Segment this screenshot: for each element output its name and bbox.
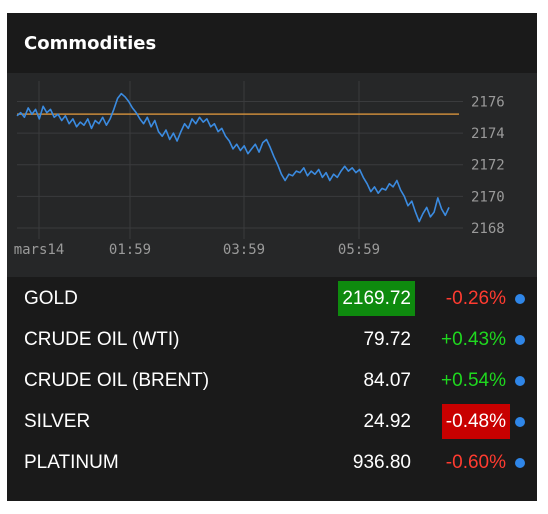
commodity-price: 936.80 <box>352 452 411 473</box>
commodity-name: GOLD <box>24 288 78 309</box>
commodity-name: CRUDE OIL (BRENT) <box>24 370 210 391</box>
commodity-row-crude-oil-brent[interactable]: CRUDE OIL (BRENT) 84.07 +0.54% <box>7 363 537 404</box>
status-dot-icon <box>515 294 525 304</box>
widget-header: Commodities <box>7 13 537 73</box>
commodity-row-platinum[interactable]: PLATINUM 936.80 -0.60% <box>7 445 537 486</box>
commodity-change: +0.43% <box>441 329 506 350</box>
y-tick-label: 2172 <box>471 158 505 174</box>
chart-svg: 2176 2174 2172 2170 2168 mars14 01:59 03:59 05:5… <box>14 81 505 258</box>
commodity-change: -0.60% <box>445 452 506 473</box>
commodity-price: 84.07 <box>363 370 411 391</box>
widget-title: Commodities <box>24 32 157 54</box>
status-dot-icon <box>515 335 525 345</box>
y-tick-label: 2170 <box>471 189 505 205</box>
price-series-line <box>16 92 450 223</box>
x-tick-label: 01:59 <box>109 242 151 258</box>
price-chart[interactable]: 2176 2174 2172 2170 2168 mars14 01:59 03:59 05:5… <box>7 73 537 277</box>
status-dot-icon <box>515 376 525 386</box>
commodity-name: PLATINUM <box>24 452 119 473</box>
y-tick-label: 2174 <box>471 126 505 142</box>
commodity-price: 24.92 <box>363 411 411 432</box>
x-tick-label: mars14 <box>14 242 65 258</box>
commodity-row-gold[interactable]: GOLD 2169.72 -0.26% <box>7 281 537 322</box>
commodity-change: +0.54% <box>441 370 506 391</box>
commodity-row-silver[interactable]: SILVER 24.92 -0.48% <box>7 404 537 445</box>
status-dot-icon <box>515 458 525 468</box>
commodity-price: 2169.72 <box>338 281 415 316</box>
commodity-row-crude-oil-wti[interactable]: CRUDE OIL (WTI) 79.72 +0.43% <box>7 322 537 363</box>
status-dot-icon <box>515 417 525 427</box>
x-tick-label: 05:59 <box>338 242 380 258</box>
y-tick-label: 2168 <box>471 221 505 237</box>
commodity-list: GOLD 2169.72 -0.26% CRUDE OIL (WTI) 79.7… <box>7 281 537 486</box>
y-tick-label: 2176 <box>471 95 505 111</box>
commodity-change: -0.26% <box>445 288 506 309</box>
commodities-widget: Commodities 2176 2174 2172 2170 2168 mars14 01… <box>7 13 537 501</box>
commodity-change: -0.48% <box>441 404 510 439</box>
x-tick-label: 03:59 <box>223 242 265 258</box>
commodity-name: CRUDE OIL (WTI) <box>24 329 180 350</box>
commodity-price: 79.72 <box>363 329 411 350</box>
commodity-name: SILVER <box>24 411 91 432</box>
